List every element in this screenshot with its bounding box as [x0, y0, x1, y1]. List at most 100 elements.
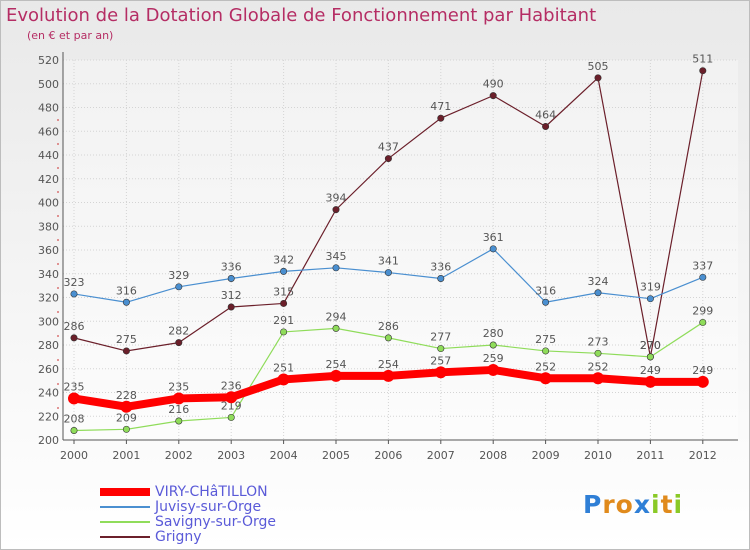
legend-item-viry: VIRY-CHâTILLON [100, 484, 268, 500]
data-point [437, 274, 445, 282]
logo-letter: t [660, 490, 674, 519]
data-label: 511 [692, 53, 713, 66]
legend-label: Juvisy-sur-Orge [155, 499, 262, 515]
data-label: 216 [168, 403, 189, 416]
x-tick-label: 2001 [112, 449, 140, 462]
y-tick-label: 300 [38, 315, 59, 328]
y-tick-label: 400 [38, 197, 59, 210]
x-tick-label: 2009 [532, 449, 560, 462]
data-point [594, 289, 602, 297]
y-tick-label: 220 [38, 410, 59, 423]
data-point [699, 318, 707, 326]
data-point [332, 206, 340, 214]
data-point [175, 339, 183, 347]
chart-title: Evolution de la Dotation Globale de Fonc… [6, 5, 597, 26]
data-label: 315 [273, 285, 294, 298]
data-point [542, 123, 550, 131]
data-label: 324 [588, 275, 609, 288]
y-tick-label: 200 [38, 434, 59, 447]
data-point [487, 363, 500, 376]
legend-label: Grigny [155, 529, 202, 545]
x-tick-label: 2008 [479, 449, 507, 462]
data-label: 316 [535, 284, 556, 297]
data-label: 323 [64, 276, 85, 289]
x-tick-label: 2003 [217, 449, 245, 462]
data-point [644, 375, 657, 388]
data-label: 336 [430, 261, 451, 274]
data-label: 291 [273, 314, 294, 327]
data-label: 336 [221, 261, 242, 274]
data-label: 312 [221, 289, 242, 302]
y-tick-label: 420 [38, 173, 59, 186]
data-label: 259 [483, 352, 504, 365]
chart-subtitle: (en € et par an) [27, 29, 114, 42]
data-label: 341 [378, 255, 399, 268]
data-label: 219 [221, 399, 242, 412]
legend-item-juvisy: Juvisy-sur-Orge [100, 499, 261, 515]
data-point [277, 373, 290, 386]
legend-item-savigny: Savigny-sur-Orge [100, 514, 276, 530]
y-tick-label: 360 [38, 244, 59, 257]
data-label: 208 [64, 413, 85, 426]
x-tick-label: 2007 [427, 449, 455, 462]
data-point [699, 67, 707, 75]
data-point [225, 391, 238, 404]
y-tick-label: 520 [38, 54, 59, 67]
x-tick-label: 2002 [165, 449, 193, 462]
data-point [594, 74, 602, 82]
data-label: 209 [116, 411, 137, 424]
data-label: 505 [588, 60, 609, 73]
data-label: 294 [326, 310, 347, 323]
logo-letter: o [615, 490, 634, 519]
y-tick-label: 320 [38, 292, 59, 305]
data-point [539, 372, 552, 385]
x-tick-label: 2011 [636, 449, 664, 462]
data-label: 471 [430, 100, 451, 113]
data-point [175, 283, 183, 291]
proxiti-logo: Proxiti [583, 490, 683, 519]
data-label: 490 [483, 78, 504, 91]
data-label: 275 [535, 333, 556, 346]
data-point [699, 273, 707, 281]
y-tick-label: 460 [38, 125, 59, 138]
data-point [70, 334, 78, 342]
data-point [175, 417, 183, 425]
data-label: 270 [640, 339, 661, 352]
data-point [646, 295, 654, 303]
x-tick-label: 2000 [60, 449, 88, 462]
data-point [122, 347, 130, 355]
data-label: 254 [326, 358, 347, 371]
data-point [489, 92, 497, 100]
x-tick-label: 2006 [374, 449, 402, 462]
x-tick-label: 2012 [689, 449, 717, 462]
legend-label: Savigny-sur-Orge [155, 514, 276, 530]
data-label: 252 [535, 360, 556, 373]
y-tick-label: 340 [38, 268, 59, 281]
data-point [280, 328, 288, 336]
logo-letter: i [673, 490, 684, 519]
logo-letter: i [651, 490, 661, 519]
data-point [646, 353, 654, 361]
data-point [489, 341, 497, 349]
data-point [592, 372, 604, 385]
data-point [70, 290, 78, 298]
data-label: 275 [116, 333, 137, 346]
data-label: 228 [116, 389, 137, 402]
data-point [437, 345, 445, 353]
data-label: 319 [640, 281, 661, 294]
data-label: 280 [483, 327, 504, 340]
data-point [437, 114, 445, 122]
data-label: 257 [430, 354, 451, 367]
y-tick-label: 280 [38, 339, 59, 352]
x-tick-label: 2010 [584, 449, 612, 462]
y-tick-label: 260 [38, 363, 59, 376]
y-tick-label: 440 [38, 149, 59, 162]
data-label: 235 [64, 380, 85, 393]
data-point [332, 264, 340, 272]
data-point [594, 349, 602, 357]
logo-letter: r [602, 490, 616, 519]
data-point [332, 324, 340, 332]
data-point [382, 369, 395, 382]
data-point [280, 267, 288, 275]
data-point [542, 347, 550, 355]
